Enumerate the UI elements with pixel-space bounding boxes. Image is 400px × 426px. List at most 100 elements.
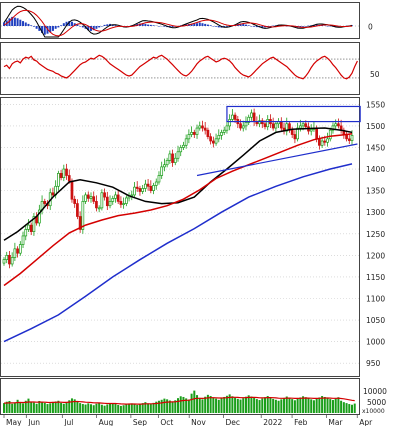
candle-body bbox=[198, 125, 202, 129]
macd-histogram-bar bbox=[253, 26, 256, 27]
candle-body bbox=[65, 168, 68, 176]
volume-bar bbox=[242, 398, 245, 413]
macd-histogram-bar bbox=[38, 26, 41, 31]
macd-histogram-bar bbox=[198, 22, 201, 26]
volume-bar bbox=[84, 404, 87, 413]
volume-bar bbox=[198, 397, 201, 413]
volume-bar bbox=[73, 399, 76, 413]
x-tick-oct: Oct bbox=[160, 418, 173, 426]
volume-bar bbox=[5, 401, 8, 413]
volume-bar bbox=[114, 404, 117, 413]
macd-panel-frame bbox=[0, 2, 360, 39]
macd-histogram-bar bbox=[315, 24, 318, 26]
volume-bar bbox=[81, 404, 84, 413]
macd-layer bbox=[1, 5, 359, 38]
volume-bar bbox=[157, 400, 160, 413]
resistance-box bbox=[226, 105, 361, 123]
macd-histogram-bar bbox=[51, 26, 54, 31]
volume-bar bbox=[196, 395, 199, 413]
macd-histogram-bar bbox=[16, 18, 19, 26]
volume-bar bbox=[321, 396, 324, 413]
macd-histogram-bar bbox=[157, 26, 160, 27]
rsi-y-tick-label: 50 bbox=[370, 70, 380, 79]
volume-bar bbox=[223, 396, 226, 413]
volume-bar bbox=[334, 398, 337, 413]
macd-line bbox=[3, 5, 353, 38]
x-tick-sep: Sep bbox=[133, 418, 147, 426]
volume-bar bbox=[119, 405, 122, 413]
candle-body bbox=[274, 123, 278, 129]
volume-bar bbox=[70, 398, 73, 413]
volume-bar bbox=[51, 401, 54, 413]
x-axis: May Jun Jul Aug Sep Oct Nov Dec 2022 Feb… bbox=[3, 414, 373, 426]
price-y-tick-1350: 1350 bbox=[366, 187, 385, 196]
volume-bar bbox=[312, 400, 315, 413]
candle-body bbox=[244, 122, 248, 127]
candle-body bbox=[271, 123, 275, 129]
macd-histogram-bar bbox=[302, 26, 305, 27]
volume-bar bbox=[49, 403, 52, 413]
volume-bar bbox=[315, 398, 318, 413]
macd-histogram-bar bbox=[326, 26, 329, 27]
candle-body bbox=[111, 198, 115, 202]
candle-body bbox=[225, 125, 229, 131]
macd-histogram-bar bbox=[206, 24, 209, 26]
candle-body bbox=[263, 123, 267, 128]
candle-body bbox=[315, 127, 319, 140]
volume-bar bbox=[65, 402, 68, 413]
volume-bar bbox=[204, 396, 207, 413]
volume-bar bbox=[163, 398, 166, 413]
volume-bar bbox=[144, 402, 147, 413]
candle-body bbox=[176, 151, 180, 159]
macd-histogram-bar bbox=[87, 26, 90, 31]
candle-body bbox=[165, 160, 169, 166]
volume-multiplier-label: x10000 bbox=[362, 408, 385, 415]
price-y-ticks: 1550 1500 1450 1400 1350 1300 1250 1200 … bbox=[366, 100, 385, 368]
volume-bar bbox=[274, 399, 277, 413]
volume-bar bbox=[106, 404, 109, 413]
x-tick-aug: Aug bbox=[99, 418, 114, 426]
candle-body bbox=[347, 138, 351, 141]
candle-body bbox=[138, 188, 142, 192]
candle-body bbox=[119, 201, 123, 205]
macd-histogram-bar bbox=[204, 23, 207, 26]
volume-ma-line bbox=[3, 396, 355, 405]
volume-bar bbox=[302, 396, 305, 413]
candle-body bbox=[103, 192, 106, 198]
macd-histogram-bar bbox=[321, 25, 324, 26]
volume-bar bbox=[98, 403, 101, 413]
macd-histogram-bar bbox=[35, 26, 38, 29]
price-y-tick-1200: 1200 bbox=[366, 251, 385, 260]
volume-bar bbox=[296, 398, 299, 413]
macd-histogram-bar bbox=[27, 23, 30, 26]
macd-histogram-bar bbox=[73, 23, 76, 26]
macd-histogram-bar bbox=[152, 25, 155, 26]
macd-histogram-bar bbox=[250, 26, 253, 27]
macd-histogram-bar bbox=[70, 21, 73, 26]
macd-histogram-bar bbox=[41, 26, 44, 33]
candle-body bbox=[24, 229, 28, 237]
candle-body bbox=[168, 153, 172, 161]
macd-histogram-bar bbox=[11, 16, 14, 26]
volume-bar bbox=[125, 404, 128, 413]
candle-body bbox=[5, 254, 9, 261]
volume-bar bbox=[342, 402, 345, 413]
macd-y-tick-label: 0 bbox=[368, 23, 373, 32]
candle-body bbox=[296, 127, 299, 140]
candle-body bbox=[149, 185, 153, 191]
volume-bar bbox=[35, 403, 38, 413]
volume-bar bbox=[111, 403, 114, 413]
volume-bar bbox=[182, 396, 185, 413]
candle-body bbox=[29, 224, 33, 232]
volume-bar bbox=[291, 399, 294, 413]
volume-bar bbox=[41, 402, 44, 413]
volume-bar bbox=[209, 396, 212, 413]
volume-bar bbox=[177, 398, 179, 413]
macd-histogram-bar bbox=[65, 21, 68, 26]
macd-histogram-bar bbox=[201, 23, 204, 26]
x-tick-nov: Nov bbox=[191, 418, 206, 426]
candle-body bbox=[192, 132, 196, 135]
candle-body bbox=[32, 216, 36, 232]
candle-body bbox=[157, 175, 161, 183]
candle-body bbox=[247, 116, 251, 123]
